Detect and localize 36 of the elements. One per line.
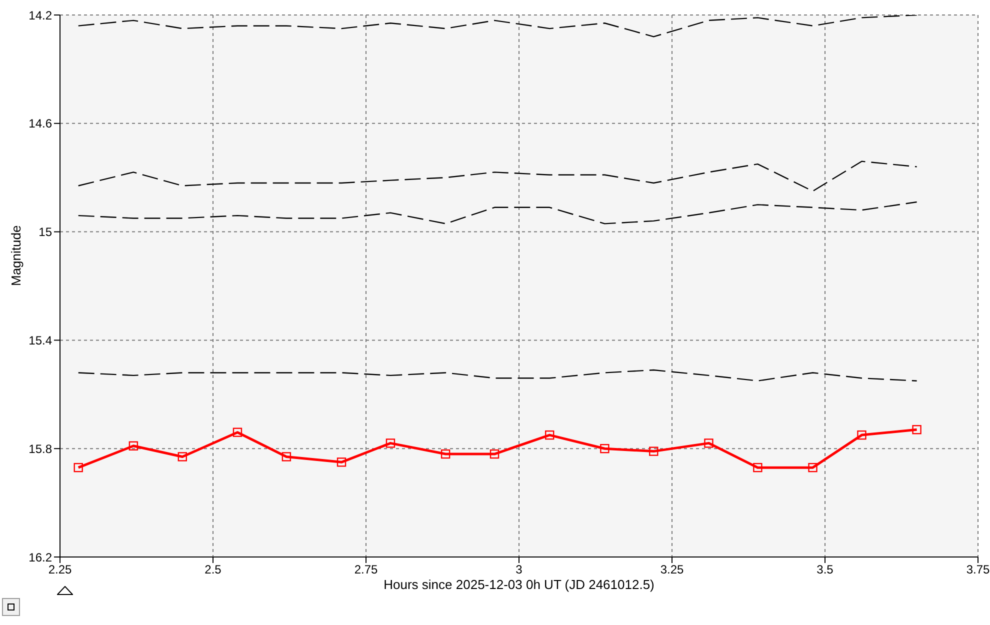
y-tick-label: 14.6 (28, 116, 52, 131)
line-series (78, 15, 918, 38)
line-series (78, 369, 918, 382)
point (704, 438, 714, 448)
line-series (78, 201, 918, 224)
point (808, 462, 818, 472)
point (649, 446, 658, 456)
point (753, 462, 762, 472)
point (74, 462, 83, 472)
point (912, 425, 922, 434)
y-tick-label: 16.2 (28, 550, 52, 564)
point (336, 458, 346, 467)
line-series (78, 160, 918, 192)
x-tick-label: 3.75 (966, 562, 990, 577)
point (232, 428, 242, 437)
point (282, 452, 292, 462)
x-tick-label: 3.5 (816, 562, 834, 577)
x-axis-title: Hours since 2025-12-03 0h UT (JD 2461012.5) (384, 577, 654, 592)
y-tick-label: 15.4 (28, 333, 52, 348)
point (178, 452, 187, 462)
x-tick-label: 2.25 (48, 562, 72, 577)
point (545, 430, 554, 440)
y-tick-label: 14.2 (28, 8, 52, 22)
point (857, 430, 866, 440)
point (440, 449, 450, 459)
y-axis-title: Magnitude (8, 225, 24, 286)
x-tick-label: 3.25 (660, 562, 684, 577)
x-tick-label: 2.5 (204, 562, 222, 577)
point (128, 441, 138, 450)
point (600, 444, 610, 454)
y-tick-label: 15 (38, 225, 52, 240)
point (386, 438, 396, 448)
x-tick-label: 3 (516, 562, 523, 577)
y-tick-label: 15.8 (28, 442, 52, 456)
x-tick-label: 2.75 (354, 562, 378, 577)
point (490, 449, 500, 459)
